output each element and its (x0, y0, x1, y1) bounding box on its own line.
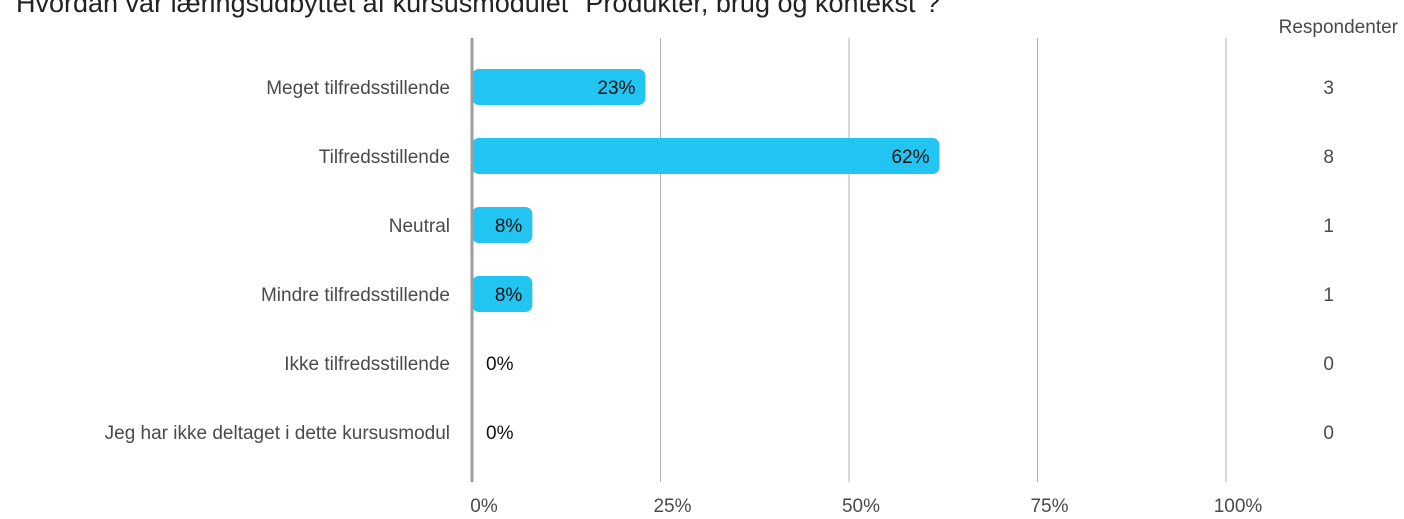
respondent-count: 1 (1323, 216, 1334, 237)
chart-title: Hvordan var læringsudbyttet af kursusmod… (16, 0, 940, 18)
data-label: 62% (891, 147, 929, 168)
data-label: 23% (597, 78, 635, 99)
category-label: Ikke tilfredsstillende (284, 354, 450, 375)
data-label: 8% (495, 285, 523, 306)
category-label: Mindre tilfredsstillende (261, 285, 450, 306)
respondent-count: 0 (1323, 423, 1334, 444)
data-label: 8% (495, 216, 523, 237)
respondent-count: 1 (1323, 285, 1334, 306)
bar (472, 138, 940, 174)
respondent-count: 0 (1323, 354, 1334, 375)
bar (472, 276, 533, 312)
bars (472, 69, 940, 312)
bar (472, 69, 646, 105)
x-tick-label: 75% (1030, 496, 1068, 517)
x-tick-label: 25% (653, 496, 691, 517)
category-label: Tilfredsstillende (319, 147, 450, 168)
category-label: Meget tilfredsstillende (266, 78, 450, 99)
gridlines (660, 38, 1227, 482)
data-label: 0% (486, 423, 514, 444)
category-label: Neutral (389, 216, 450, 237)
data-label: 0% (486, 354, 514, 375)
labels: 0% 25% 50% 75% 100%Meget tilfredsstillende 23… (105, 78, 1334, 517)
bar (472, 207, 533, 243)
category-label: Jeg har ikke deltaget i dette kursusmodu… (105, 423, 450, 444)
x-tick-label: 0% (470, 496, 498, 517)
x-tick-label: 100% (1214, 496, 1263, 517)
respondent-count: 8 (1323, 147, 1334, 168)
respondent-count: 3 (1323, 78, 1334, 99)
x-tick-label: 50% (842, 496, 880, 517)
respondents-header: Respondenter (1279, 17, 1399, 38)
